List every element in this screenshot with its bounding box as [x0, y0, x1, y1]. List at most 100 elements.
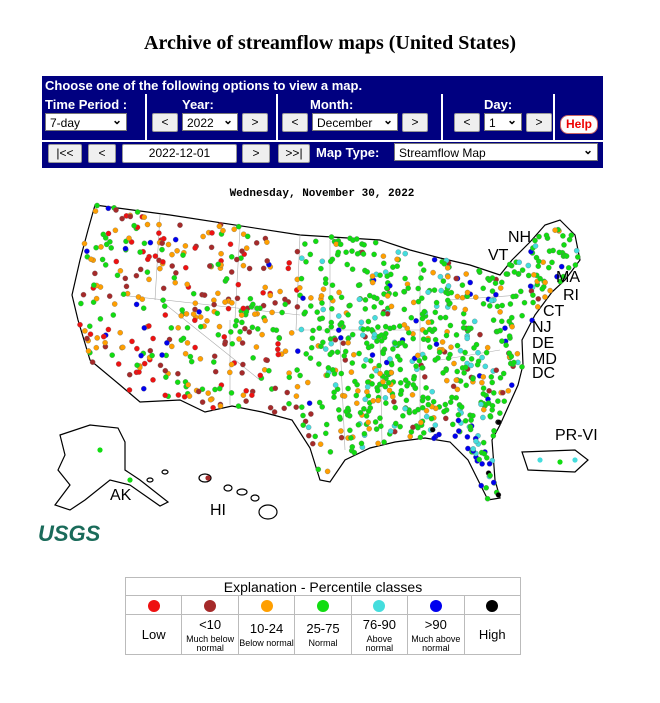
gauge-dot: [432, 422, 439, 428]
gauge-dot: [134, 209, 141, 215]
gauge-dot: [393, 420, 399, 427]
gauge-dot: [537, 457, 543, 463]
gauge-dot: [433, 341, 440, 347]
gauge-dot: [549, 259, 555, 266]
day-prev-button[interactable]: <: [454, 113, 480, 132]
gauge-dot: [163, 374, 169, 380]
gauge-dot: [169, 263, 175, 269]
legend-swatch-cell: [350, 595, 409, 615]
gauge-dot: [373, 367, 380, 374]
next-button[interactable]: >: [242, 144, 270, 163]
month-next-button[interactable]: >: [402, 113, 428, 132]
gauge-dot: [532, 237, 538, 244]
gauge-dot: [239, 319, 245, 326]
help-button[interactable]: Help: [560, 115, 598, 134]
gauge-dot: [451, 305, 458, 311]
gauge-dot: [264, 239, 270, 245]
gauge-dot: [491, 428, 497, 434]
gauge-dot: [431, 287, 438, 293]
gauge-dot: [444, 377, 450, 384]
gauge-dot: [161, 303, 168, 309]
gauge-dot: [201, 292, 208, 298]
gauge-dot: [392, 340, 398, 346]
gauge-dot: [439, 339, 446, 345]
gauge-dot: [443, 415, 449, 422]
time-period-select[interactable]: 7-day: [45, 111, 127, 131]
gauge-dot: [204, 318, 210, 324]
gauge-dot: [235, 223, 242, 230]
gauge-dot: [140, 305, 147, 311]
gauge-dot: [411, 376, 417, 382]
gauge-dot: [284, 389, 290, 396]
gauge-dot: [394, 256, 400, 263]
month-select[interactable]: December: [312, 111, 398, 131]
gauge-dot: [468, 362, 474, 369]
gauge-dot: [138, 352, 144, 359]
gauge-dot: [474, 361, 481, 368]
gauge-dot: [319, 315, 326, 322]
gauge-dot: [207, 263, 213, 269]
gauge-dot: [563, 253, 570, 259]
gauge-dot: [247, 295, 254, 302]
gauge-dot: [168, 325, 175, 331]
year-prev-button[interactable]: <: [152, 113, 178, 132]
date-field[interactable]: 2022-12-01: [122, 144, 237, 163]
gauge-dot: [302, 309, 308, 315]
gauge-dot: [500, 370, 507, 377]
gauge-dot: [418, 275, 424, 281]
gauge-dot: [383, 359, 390, 366]
gauge-dot: [554, 273, 560, 280]
legend-label: >90: [424, 616, 447, 632]
gauge-dot: [360, 332, 366, 338]
gauge-dot: [397, 423, 403, 430]
gauge-dot: [156, 221, 162, 228]
gauge-dot: [93, 295, 100, 302]
gauge-dot: [319, 300, 325, 306]
legend-swatch-cell: [181, 595, 239, 615]
gauge-dot: [484, 495, 491, 502]
gauge-dot: [390, 264, 396, 270]
gauge-dot: [239, 340, 246, 346]
gauge-dot: [198, 323, 204, 330]
legend-label-cell: Low: [124, 614, 183, 655]
state-label: PR-VI: [555, 427, 598, 444]
gauge-dot: [432, 336, 439, 343]
gauge-dot: [144, 221, 151, 228]
gauge-dot: [399, 340, 406, 346]
gauge-dot: [377, 370, 383, 377]
gauge-dot: [113, 207, 119, 213]
gauge-dot: [535, 296, 542, 302]
gauge-dot: [354, 400, 360, 406]
gauge-dot: [305, 379, 311, 386]
day-select[interactable]: 1: [484, 111, 522, 131]
map-type-select[interactable]: Streamflow Map: [394, 141, 598, 161]
gauge-dot: [308, 303, 314, 309]
gauge-dot: [410, 335, 416, 342]
gauge-dot: [387, 356, 393, 362]
year-next-button[interactable]: >: [242, 113, 268, 132]
gauge-dot: [211, 359, 217, 365]
gauge-dot: [275, 351, 282, 358]
legend-label-cell: 76-90 Above normal: [350, 614, 409, 655]
gauge-dot: [297, 285, 303, 291]
last-button[interactable]: >>|: [278, 144, 310, 163]
gauge-dot: [233, 318, 240, 324]
gauge-dot: [207, 396, 214, 403]
gauge-dot: [336, 327, 342, 333]
gauge-dot: [361, 430, 368, 437]
year-select[interactable]: 2022: [182, 111, 238, 131]
gauge-dot: [336, 289, 342, 296]
gauge-dot: [327, 449, 334, 455]
legend-swatch: [147, 600, 160, 613]
gauge-dot: [98, 244, 104, 250]
prev-button[interactable]: <: [88, 144, 116, 163]
day-next-button[interactable]: >: [526, 113, 552, 132]
gauge-dot: [277, 288, 283, 295]
gauge-dot: [316, 325, 323, 331]
first-button[interactable]: |<<: [48, 144, 82, 163]
gauge-dot: [483, 349, 490, 356]
gauge-dot: [354, 381, 360, 388]
gauge-dot: [310, 440, 316, 447]
gauge-dot: [100, 333, 107, 340]
month-prev-button[interactable]: <: [282, 113, 308, 132]
